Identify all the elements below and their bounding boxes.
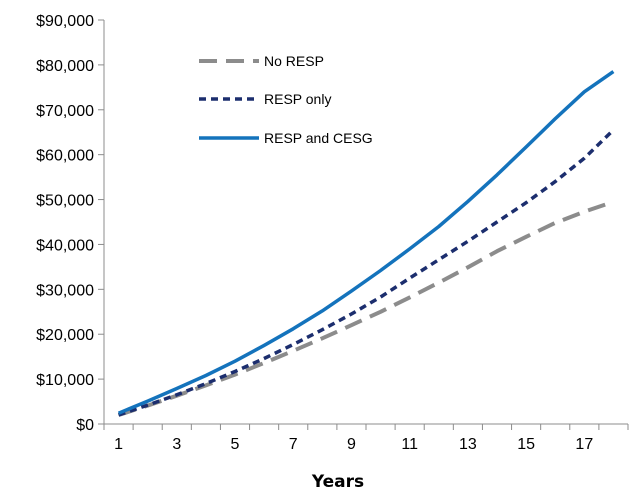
y-tick-label: $50,000 [36, 193, 94, 210]
y-tick-label: $70,000 [36, 103, 94, 120]
legend: No RESP RESP only RESP and CESG [199, 53, 373, 146]
series-line-resp-only [118, 128, 615, 417]
x-tick-label: 13 [459, 436, 477, 453]
legend-label: RESP and CESG [264, 130, 373, 146]
y-tick-label: $80,000 [36, 58, 94, 75]
x-axis: 1 3 5 7 9 11 13 15 17 [103, 423, 629, 453]
y-tick-label: $10,000 [36, 372, 94, 389]
x-tick-label: 17 [575, 436, 593, 453]
legend-label: No RESP [264, 53, 324, 69]
y-tick-label: $0 [76, 417, 94, 434]
y-tick-label: $20,000 [36, 327, 94, 344]
series-line-resp-and-cesg [117, 70, 615, 415]
x-tick-label: 5 [231, 436, 240, 453]
y-tick-label: $30,000 [36, 282, 94, 299]
y-axis: $0 $10,000 $20,000 $30,000 $40,000 $50,000 $60… [36, 13, 105, 434]
x-tick-label: 3 [172, 436, 181, 453]
y-tick-label: $90,000 [36, 13, 94, 30]
legend-label: RESP only [264, 91, 331, 107]
x-tick-label: 1 [114, 436, 123, 453]
x-tick-label: 15 [517, 436, 535, 453]
x-tick-label: 7 [289, 436, 298, 453]
x-tick-label: 9 [347, 436, 356, 453]
y-tick-label: $40,000 [36, 237, 94, 254]
x-tick-label: 11 [401, 436, 418, 453]
series-lines [117, 70, 615, 417]
x-axis-title: Years [311, 472, 364, 489]
y-tick-label: $60,000 [36, 148, 94, 165]
